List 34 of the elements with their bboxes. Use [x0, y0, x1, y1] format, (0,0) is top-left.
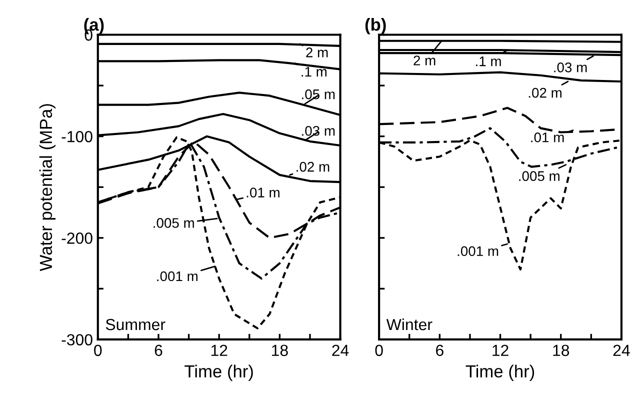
annotation: .005 m	[519, 171, 560, 181]
annotation: .05 m	[302, 89, 335, 100]
y-tick-label: -300	[62, 334, 92, 346]
x-tick-label: 6	[436, 344, 444, 356]
annotation: .02 m	[296, 162, 330, 172]
y-axis-title: Water potential (MPa)	[39, 104, 56, 272]
annotation: .001 m	[458, 246, 498, 256]
annotation: .01 m	[246, 188, 280, 198]
y-tick-label: -100	[62, 130, 92, 142]
chart-title: (b)	[365, 18, 386, 34]
annotation: .02 m	[528, 88, 562, 98]
annotation: .005 m	[154, 218, 194, 228]
x-tick-label: 0	[375, 344, 383, 356]
y-tick-label: -200	[62, 232, 92, 244]
x-tick-label: 24	[613, 344, 630, 356]
x-tick-label: 18	[553, 344, 570, 356]
annotation: .001 m	[157, 271, 198, 282]
x-axis-title: Time (hr)	[466, 364, 534, 381]
x-tick-label: 6	[154, 344, 162, 356]
annotation: .01 m	[531, 132, 564, 142]
x-tick-label: 12	[211, 344, 228, 356]
x-tick-label: 12	[492, 344, 508, 356]
annotation: 2 m	[414, 56, 436, 66]
annotation: 2 m	[306, 48, 328, 58]
x-axis-title: Time (hr)	[184, 364, 253, 381]
annotation: .03 m	[302, 126, 335, 136]
annotation: Summer	[106, 318, 166, 330]
annotation: .1 m	[476, 56, 501, 66]
annotation: Winter	[386, 318, 432, 330]
x-tick-label: 18	[272, 344, 288, 356]
annotation: .03 m	[554, 62, 587, 72]
x-tick-label: 24	[332, 344, 349, 356]
annotation: .1 m	[302, 66, 326, 77]
x-tick-label: 0	[94, 344, 102, 356]
